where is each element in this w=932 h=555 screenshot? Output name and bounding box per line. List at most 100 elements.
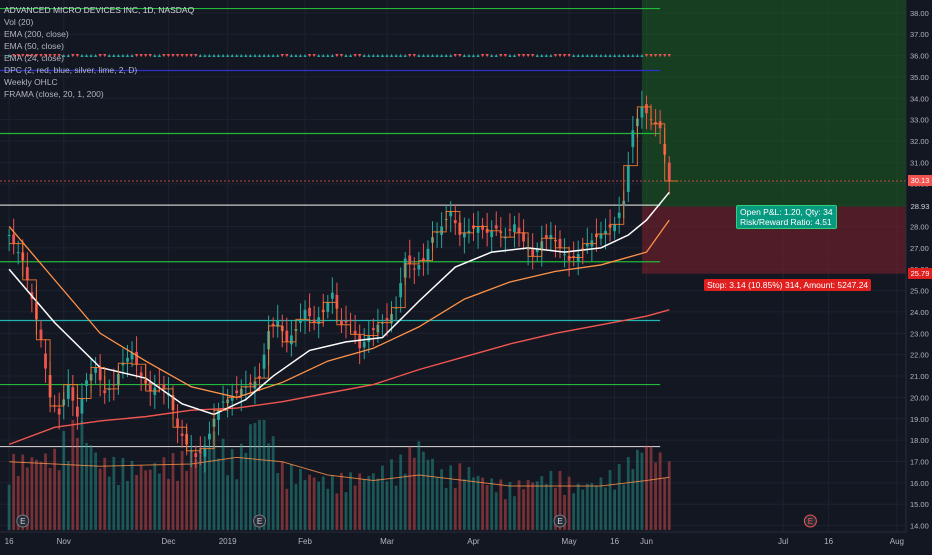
- ema-200-line: [8, 309, 670, 446]
- volume-bar: [321, 476, 325, 530]
- candle-body: [135, 351, 138, 365]
- dpc-up-marker: [535, 53, 539, 58]
- volume-bar: [640, 452, 644, 530]
- dpc-down-marker: [98, 54, 102, 58]
- dpc-up-marker: [84, 53, 89, 58]
- dpc-up-marker: [362, 53, 366, 58]
- volume-bar: [567, 476, 571, 530]
- volume-bar: [153, 463, 157, 530]
- volume-bar: [481, 477, 484, 530]
- legend-volume[interactable]: Vol (20): [4, 17, 34, 27]
- legend-dpc[interactable]: DPC (2, red, blue, silver, lime, 2, D): [4, 65, 138, 75]
- dpc-down-marker: [521, 54, 526, 58]
- volume-bar: [330, 475, 334, 530]
- volume-bar: [107, 476, 111, 530]
- candle-body: [654, 122, 657, 124]
- dpc-up-marker: [626, 53, 630, 58]
- candle-body: [235, 390, 239, 394]
- candle-body: [98, 367, 102, 381]
- price-tick-label: 27.00: [910, 244, 929, 253]
- time-tick-label: Dec: [161, 537, 175, 546]
- dpc-up-marker: [471, 53, 476, 58]
- dpc-up-marker: [549, 53, 553, 58]
- candle-body: [631, 130, 635, 148]
- dpc-up-marker: [540, 53, 544, 58]
- volume-bar: [485, 485, 489, 530]
- volume-bar: [208, 448, 211, 530]
- volume-bar: [371, 473, 375, 530]
- dpc-up-marker: [444, 53, 448, 58]
- legend-ema-50[interactable]: EMA (50, close): [4, 41, 64, 51]
- dpc-up-marker: [276, 53, 280, 58]
- dpc-up-marker: [421, 53, 426, 58]
- stop-text: Stop: 3.14 (10.85%) 314, Amount: 5247.24: [707, 280, 869, 290]
- earnings-marker-label: E: [557, 517, 562, 526]
- volume-bar: [517, 480, 521, 530]
- candle-body: [249, 382, 252, 385]
- volume-bar: [394, 485, 398, 530]
- dpc-up-marker: [326, 53, 330, 58]
- volume-bar: [613, 489, 617, 530]
- volume-bar: [289, 464, 293, 530]
- candle-body: [490, 230, 494, 238]
- volume-bar: [540, 476, 544, 530]
- price-tick-label: 16.00: [910, 479, 929, 488]
- dpc-down-marker: [71, 54, 75, 58]
- dpc-down-marker: [312, 54, 316, 58]
- volume-bar: [431, 458, 434, 530]
- dpc-down-marker: [335, 54, 339, 58]
- volume-bar: [262, 420, 266, 530]
- open-pnl-callout[interactable]: Open P&L: 1.20, Qty: 34 Risk/Reward Rati…: [736, 205, 837, 229]
- candle-body: [544, 235, 548, 239]
- dpc-up-marker: [267, 53, 271, 58]
- candle-body: [371, 328, 375, 331]
- earnings-marker-icon: [16, 514, 30, 528]
- volume-bar: [112, 456, 116, 530]
- dpc-up-marker: [376, 53, 380, 58]
- legend-ema-24[interactable]: EMA (24, close): [4, 53, 64, 63]
- legend-weekly-ohlc[interactable]: Weekly OHLC: [4, 77, 58, 87]
- dpc-down-marker: [148, 54, 152, 58]
- volume-bar: [353, 485, 357, 530]
- candle-body: [148, 382, 152, 391]
- volume-bar: [139, 465, 143, 530]
- candle-body: [317, 317, 321, 324]
- dpc-up-marker: [417, 53, 421, 58]
- dpc-down-marker: [408, 54, 412, 58]
- candle-body: [604, 230, 607, 235]
- legend-ema-200[interactable]: EMA (200, close): [4, 29, 69, 39]
- risk-reward-text: Risk/Reward Ratio: 4.51: [740, 217, 832, 227]
- dpc-up-marker: [599, 53, 603, 58]
- candle-body: [176, 418, 179, 428]
- entry-price-tag: 28.93: [908, 201, 932, 213]
- dpc-up-marker: [253, 53, 257, 58]
- legend-frama[interactable]: FRAMA (close, 20, 1, 200): [4, 89, 104, 99]
- volume-bar: [198, 448, 202, 530]
- dpc-up-marker: [440, 53, 444, 58]
- dpc-up-marker: [603, 53, 608, 58]
- symbol-title[interactable]: ADVANCED MICRO DEVICES INC, 1D, NASDAQ: [4, 5, 195, 15]
- candle-body: [426, 248, 430, 261]
- dpc-up-marker: [94, 53, 98, 58]
- dpc-down-marker: [25, 54, 29, 58]
- indicator-legend: ADVANCED MICRO DEVICES INC, 1D, NASDAQ V…: [4, 4, 194, 100]
- candle-body: [12, 234, 16, 244]
- candle-body: [667, 162, 671, 181]
- candle-body: [180, 433, 184, 436]
- price-tick-label: 20.00: [910, 393, 929, 402]
- candle-body: [535, 248, 539, 253]
- dpc-up-marker: [298, 53, 303, 58]
- dpc-down-marker: [189, 54, 193, 58]
- candle-body: [408, 255, 412, 264]
- dpc-up-marker: [330, 53, 334, 58]
- dpc-down-marker: [663, 54, 667, 58]
- candle-body: [121, 363, 125, 366]
- price-tick-label: 17.00: [910, 457, 929, 466]
- earnings-marker-icon: [553, 514, 567, 528]
- volume-bar: [622, 484, 626, 530]
- price-tick-label: 36.00: [910, 52, 929, 61]
- dpc-up-marker: [244, 53, 248, 58]
- stop-callout[interactable]: Stop: 3.14 (10.85%) 314, Amount: 5247.24: [704, 279, 872, 291]
